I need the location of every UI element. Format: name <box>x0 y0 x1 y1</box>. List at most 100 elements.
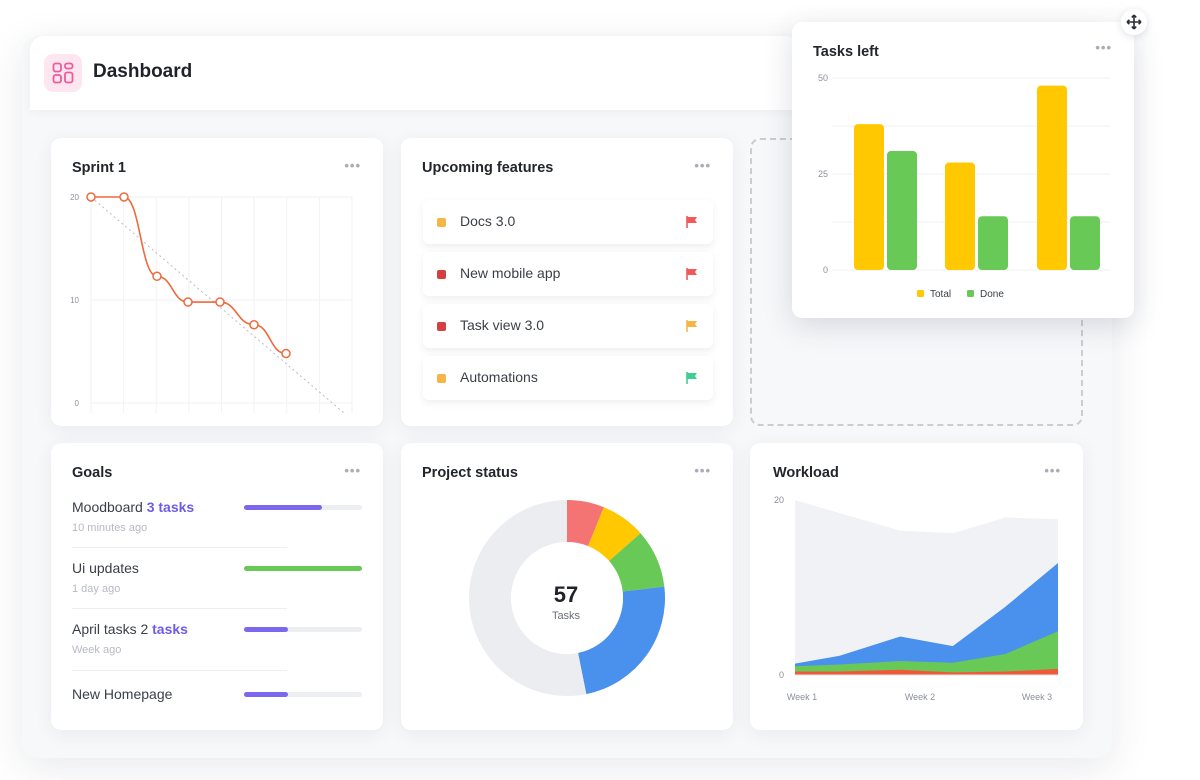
donut-slice <box>609 533 665 592</box>
bar-total <box>854 124 884 270</box>
goal-timestamp: 10 minutes ago <box>72 522 148 534</box>
feature-list-item[interactable]: Docs 3.0 <box>423 200 713 244</box>
y-tick-label: 50 <box>818 73 828 83</box>
goal-name: Moodboard 3 tasks <box>72 499 195 515</box>
feature-label: Automations <box>460 369 538 385</box>
workload-area-chart: 20 0 Week 1 Week 2 Week 3 <box>774 495 1058 702</box>
bar-done <box>978 216 1008 270</box>
priority-flag-icon[interactable] <box>685 371 699 385</box>
goal-name: Ui updates <box>72 560 139 576</box>
feature-label: Task view 3.0 <box>460 317 545 333</box>
sprint-card: Sprint 1 ••• 20 10 0 <box>51 138 383 426</box>
burndown-point <box>281 348 291 359</box>
y-tick-label: 0 <box>779 670 784 680</box>
dashboard-grid-icon[interactable] <box>44 54 82 92</box>
area-series <box>795 631 1058 675</box>
bar-total <box>1037 85 1067 271</box>
burndown-point <box>86 192 96 202</box>
features-card: Upcoming features ••• Docs 3.0 New mobile… <box>401 138 733 426</box>
project-status-donut <box>469 500 665 696</box>
goal-progress-bar <box>244 505 362 510</box>
legend-swatch <box>967 290 974 297</box>
workload-title: Workload <box>773 465 839 481</box>
x-tick-label: Week 1 <box>787 692 817 702</box>
legend-swatch <box>917 290 924 297</box>
y-tick-label: 20 <box>70 193 79 202</box>
goal-timestamp: Week ago <box>72 644 122 656</box>
bar-done <box>1070 216 1100 270</box>
goal-item[interactable]: Ui updates 1 day ago <box>72 560 362 595</box>
y-tick-label: 0 <box>75 399 80 408</box>
burndown-point <box>119 192 129 202</box>
donut-slice <box>578 586 665 695</box>
feature-list-item[interactable]: New mobile app <box>423 252 713 296</box>
more-options-icon[interactable]: ••• <box>694 463 711 478</box>
more-options-icon[interactable]: ••• <box>694 158 711 173</box>
legend-label: Total <box>930 289 951 300</box>
donut-slice <box>567 500 604 547</box>
goal-divider <box>72 670 287 671</box>
goal-progress-bar <box>244 627 362 632</box>
more-options-icon[interactable]: ••• <box>1044 463 1061 478</box>
feature-label: New mobile app <box>460 265 561 281</box>
status-square-icon <box>437 218 446 227</box>
area-series <box>795 668 1058 675</box>
more-options-icon[interactable]: ••• <box>344 463 361 478</box>
goals-card: Goals ••• Moodboard 3 tasks 10 minutes ag… <box>51 443 383 730</box>
goal-name: New Homepage <box>72 686 173 702</box>
goal-item[interactable]: Moodboard 3 tasks 10 minutes ago <box>72 499 362 534</box>
donut-slice <box>588 507 641 561</box>
burndown-point <box>152 271 162 282</box>
donut-total-value: 57 <box>553 582 579 607</box>
donut-total-label: Tasks <box>551 610 581 622</box>
area-series <box>795 563 1058 675</box>
priority-flag-icon[interactable] <box>685 215 699 229</box>
goal-timestamp: 1 day ago <box>72 583 121 595</box>
move-arrows-icon[interactable] <box>1121 9 1147 35</box>
goal-task-count: tasks <box>152 621 188 637</box>
feature-list-item[interactable]: Task view 3.0 <box>423 304 713 348</box>
burndown-point <box>215 297 225 307</box>
goal-divider <box>72 547 287 548</box>
tasks-left-card[interactable]: Tasks left ••• 50 25 0 Total Done <box>792 22 1134 318</box>
goal-item[interactable]: April tasks 2 tasks Week ago <box>72 621 362 656</box>
more-options-icon[interactable]: ••• <box>344 158 361 173</box>
priority-flag-icon[interactable] <box>685 267 699 281</box>
goals-title: Goals <box>72 465 113 481</box>
priority-flag-icon[interactable] <box>685 319 699 333</box>
donut-slice <box>469 500 587 696</box>
goal-name: April tasks 2 tasks <box>72 621 188 637</box>
burndown-point <box>249 319 259 330</box>
feature-list-item[interactable]: Automations <box>423 356 713 400</box>
more-options-icon[interactable]: ••• <box>1095 40 1112 55</box>
sprint-burndown-chart: 20 10 0 <box>70 192 353 414</box>
status-square-icon <box>437 374 446 383</box>
burndown-point <box>183 297 193 307</box>
workload-card: Workload ••• 20 0 Week 1 Week 2 Week 3 <box>750 443 1083 730</box>
feature-label: Docs 3.0 <box>460 213 516 229</box>
goal-task-count: 3 tasks <box>146 499 195 515</box>
x-tick-label: Week 3 <box>1022 692 1052 702</box>
page-title: Dashboard <box>93 61 193 82</box>
status-square-icon <box>437 322 446 331</box>
project-status-title: Project status <box>422 465 518 481</box>
goal-item[interactable]: New Homepage <box>72 686 362 702</box>
goal-progress-bar <box>244 566 362 571</box>
y-tick-label: 0 <box>823 265 828 275</box>
goal-progress-bar <box>244 692 362 697</box>
bar-total <box>945 162 975 270</box>
features-title: Upcoming features <box>422 160 554 176</box>
tasks-left-chart: 50 25 0 Total Done <box>818 73 1110 300</box>
dashboard-header <box>30 36 800 110</box>
donut-hole <box>511 542 623 654</box>
y-tick-label: 10 <box>70 296 79 305</box>
bar-done <box>887 150 917 270</box>
legend-label: Done <box>980 289 1004 300</box>
sprint-title: Sprint 1 <box>72 160 126 176</box>
project-status-card: Project status ••• 57 Tasks <box>401 443 733 730</box>
x-tick-label: Week 2 <box>905 692 935 702</box>
status-square-icon <box>437 270 446 279</box>
y-tick-label: 20 <box>774 495 784 505</box>
tasks-left-title: Tasks left <box>813 44 879 60</box>
goal-divider <box>72 608 287 609</box>
